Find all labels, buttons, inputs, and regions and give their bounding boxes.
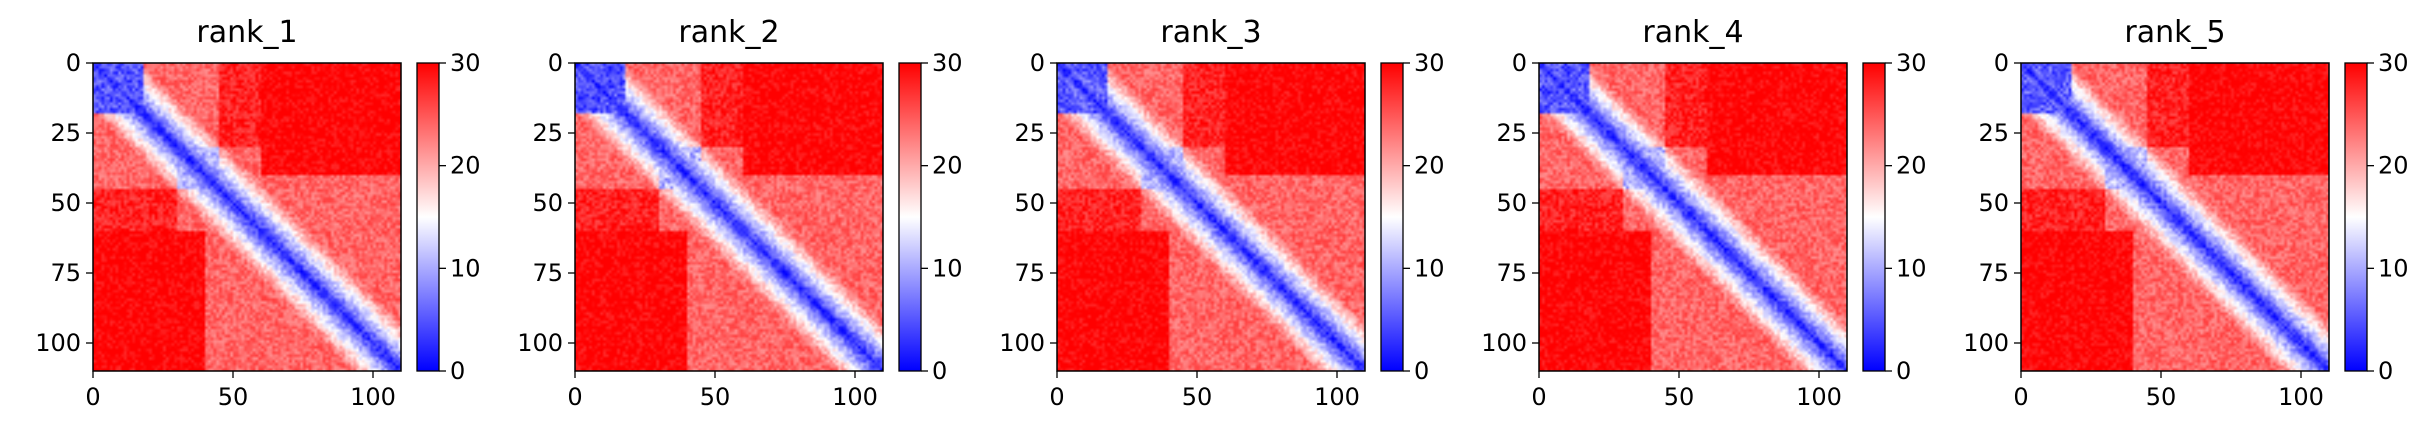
y-tick-label: 0 <box>548 49 563 77</box>
y-tick-label: 75 <box>50 259 81 287</box>
colorbar-tick-label: 20 <box>1414 152 1445 180</box>
y-tick-label: 75 <box>1014 259 1045 287</box>
y-tick-label: 0 <box>1030 49 1045 77</box>
colorbar-tick-label: 10 <box>1414 254 1445 282</box>
colorbar-tick-label: 0 <box>1896 357 1911 385</box>
plot-frame <box>92 62 402 372</box>
y-tick-label: 50 <box>1496 189 1527 217</box>
y-tick-label: 100 <box>1963 329 2009 357</box>
x-tick-label: 100 <box>1314 383 1360 411</box>
y-tick-label: 50 <box>50 189 81 217</box>
y-tick-label: 25 <box>1496 119 1527 147</box>
plot-title: rank_5 <box>2124 15 2225 50</box>
heatmap-image <box>93 63 401 371</box>
x-tick-label: 50 <box>1664 383 1695 411</box>
x-tick-label: 50 <box>2146 383 2177 411</box>
colorbar-tick-label: 10 <box>932 254 963 282</box>
colorbar-tick-label: 20 <box>1896 152 1927 180</box>
y-tick-label: 25 <box>532 119 563 147</box>
y-tick-label: 0 <box>1512 49 1527 77</box>
x-tick-label: 100 <box>1796 383 1842 411</box>
y-tick-label: 75 <box>1978 259 2009 287</box>
colorbar-tick-label: 0 <box>2378 357 2393 385</box>
y-tick-label: 100 <box>517 329 563 357</box>
plot-frame <box>2020 62 2330 372</box>
plot-frame <box>1056 62 1366 372</box>
x-tick-label: 0 <box>1049 383 1064 411</box>
colorbar <box>898 62 922 372</box>
y-tick-label: 100 <box>35 329 81 357</box>
x-tick-label: 0 <box>2013 383 2028 411</box>
y-tick-label: 50 <box>532 189 563 217</box>
plot-frame <box>1538 62 1848 372</box>
x-tick-label: 0 <box>1531 383 1546 411</box>
x-tick-label: 100 <box>832 383 878 411</box>
colorbar-tick-label: 30 <box>1414 49 1445 77</box>
colorbar <box>2344 62 2368 372</box>
plot-title: rank_2 <box>678 15 779 50</box>
y-tick-label: 25 <box>50 119 81 147</box>
y-tick-label: 50 <box>1014 189 1045 217</box>
colorbar-tick-label: 30 <box>450 49 481 77</box>
colorbar-tick-label: 30 <box>1896 49 1927 77</box>
colorbar-tick-label: 0 <box>1414 357 1429 385</box>
colorbar-tick-label: 20 <box>2378 152 2409 180</box>
y-tick-label: 75 <box>532 259 563 287</box>
colorbar-tick-label: 10 <box>1896 254 1927 282</box>
x-tick-label: 100 <box>350 383 396 411</box>
y-tick-label: 100 <box>999 329 1045 357</box>
x-tick-label: 0 <box>567 383 582 411</box>
heatmap-image <box>1539 63 1847 371</box>
x-tick-label: 50 <box>1182 383 1213 411</box>
colorbar <box>416 62 440 372</box>
y-tick-label: 0 <box>1994 49 2009 77</box>
x-tick-label: 0 <box>85 383 100 411</box>
colorbar <box>1380 62 1404 372</box>
colorbar <box>1862 62 1886 372</box>
colorbar-tick-label: 10 <box>450 254 481 282</box>
colorbar-tick-label: 30 <box>2378 49 2409 77</box>
y-tick-label: 25 <box>1978 119 2009 147</box>
heatmap-image <box>1057 63 1365 371</box>
plot-title: rank_1 <box>196 15 297 50</box>
colorbar-tick-label: 0 <box>450 357 465 385</box>
y-tick-label: 50 <box>1978 189 2009 217</box>
y-tick-label: 0 <box>66 49 81 77</box>
plot-frame <box>574 62 884 372</box>
plot-title: rank_3 <box>1160 15 1261 50</box>
colorbar-tick-label: 20 <box>450 152 481 180</box>
y-tick-label: 100 <box>1481 329 1527 357</box>
colorbar-tick-label: 20 <box>932 152 963 180</box>
colorbar-tick-label: 0 <box>932 357 947 385</box>
x-tick-label: 50 <box>218 383 249 411</box>
colorbar-tick-label: 10 <box>2378 254 2409 282</box>
y-tick-label: 75 <box>1496 259 1527 287</box>
plot-title: rank_4 <box>1642 15 1743 50</box>
heatmap-image <box>2021 63 2329 371</box>
x-tick-label: 50 <box>700 383 731 411</box>
y-tick-label: 25 <box>1014 119 1045 147</box>
heatmap-image <box>575 63 883 371</box>
x-tick-label: 100 <box>2278 383 2324 411</box>
colorbar-tick-label: 30 <box>932 49 963 77</box>
